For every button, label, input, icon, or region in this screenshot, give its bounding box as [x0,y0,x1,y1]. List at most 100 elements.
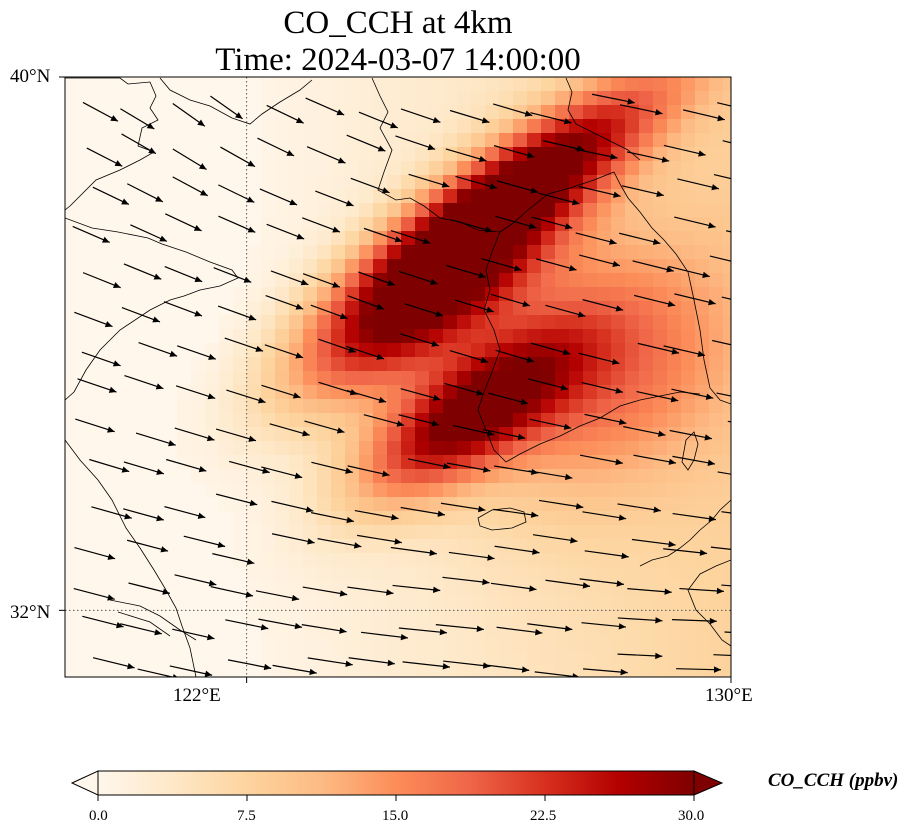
wind-arrow-head [208,353,216,360]
concentration-cell [709,581,724,596]
wind-arrow-head [615,387,623,394]
concentration-cell [625,203,640,218]
concentration-cell [359,511,374,526]
concentration-cell [429,497,444,512]
wind-arrow-head [535,629,543,636]
concentration-cell [723,329,731,344]
concentration-cell [569,203,584,218]
concentration-cell [667,413,682,428]
concentration-cell [611,623,626,638]
concentration-cell [261,91,276,106]
concentration-cell [247,357,262,372]
concentration-cell [639,119,654,134]
wind-arrow-head [156,468,164,475]
wind-arrow-shaft [713,173,731,180]
concentration-cell [653,539,668,554]
wind-arrow-head [708,299,716,306]
wind-arrow-shaft [584,413,627,424]
concentration-cell [247,511,262,526]
concentration-cell [513,567,528,582]
concentration-cell [499,133,514,148]
concentration-cell [387,329,402,344]
concentration-cell [429,273,444,288]
concentration-cell [709,217,724,232]
concentration-cell [695,287,710,302]
concentration-cell [499,623,514,638]
concentration-cell [695,175,710,190]
concentration-cell [191,455,206,470]
concentration-cell [625,441,640,456]
concentration-cell [709,637,724,652]
concentration-cell [569,133,584,148]
concentration-cell [569,511,584,526]
wind-arrow-shaft [225,619,269,630]
concentration-cell [233,413,248,428]
wind-arrow-shaft [532,534,578,542]
concentration-cell [345,315,360,330]
concentration-cell [681,287,696,302]
wind-arrow-shaft [347,586,394,594]
wind-arrow-head [292,392,301,399]
concentration-cell [583,133,598,148]
wind-arrow-shaft [398,627,448,634]
concentration-cell [471,399,486,414]
concentration-cell [513,315,528,330]
concentration-cell [233,441,248,456]
concentration-cell [457,567,472,582]
concentration-cell [401,189,416,204]
concentration-cell [387,203,402,218]
concentration-cell [639,161,654,176]
concentration-cell [429,595,444,610]
concentration-cell [723,161,731,176]
wind-arrow-head [156,515,164,522]
wind-arrow-shaft [446,462,491,472]
concentration-cell [373,539,388,554]
concentration-cell [331,595,346,610]
concentration-cell [555,525,570,540]
concentration-cell [317,385,332,400]
concentration-cell [359,245,374,260]
concentration-cell [653,315,668,330]
wind-arrow-head [717,114,725,122]
wind-arrow-head [206,634,215,641]
concentration-cell [373,441,388,456]
concentration-cell [275,483,290,498]
concentration-cell [625,161,640,176]
concentration-cell [345,427,360,442]
wind-arrow-head [655,652,663,660]
concentration-cell [429,637,444,652]
concentration-cell [555,329,570,344]
wind-arrow-head [169,350,178,357]
wind-arrow-shaft [305,97,345,116]
concentration-cell [471,175,486,190]
concentration-cell [317,287,332,302]
concentration-cell [499,245,514,260]
concentration-cell [471,595,486,610]
concentration-cell [387,553,402,568]
concentration-cell [555,301,570,316]
wind-arrow-shaft [542,140,585,151]
concentration-cell [681,231,696,246]
concentration-cell [275,427,290,442]
wind-arrow-head [610,153,618,160]
concentration-cell [541,609,556,624]
concentration-cell [401,609,416,624]
concentration-cell [723,427,731,442]
concentration-cell [723,357,731,372]
concentration-cell [527,315,542,330]
concentration-cell [541,245,556,260]
concentration-cell [681,217,696,232]
concentration-cell [261,441,276,456]
concentration-cell [289,371,304,386]
map-time: Time: 2024-03-07 14:00:00 [215,42,581,78]
concentration-cell [695,371,710,386]
concentration-cell [583,175,598,190]
wind-arrow-head [337,157,346,164]
concentration-cell [317,427,332,442]
concentration-cell [373,427,388,442]
concentration-cell [401,623,416,638]
concentration-cell [275,329,290,344]
concentration-cell [191,357,206,372]
wind-arrow-head [112,282,121,289]
